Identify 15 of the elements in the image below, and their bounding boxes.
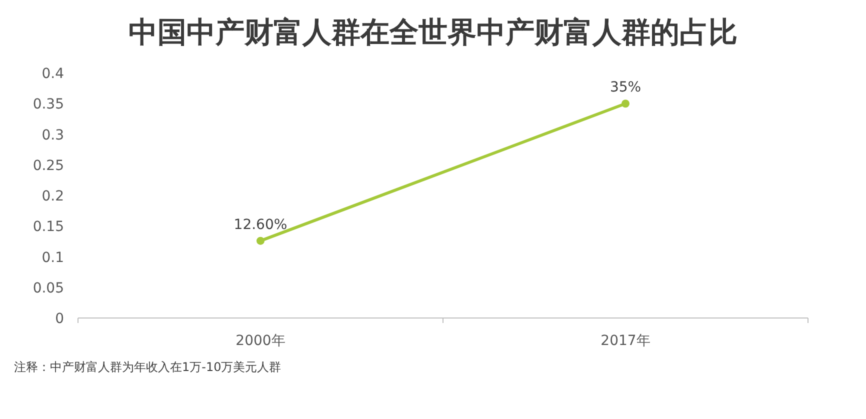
y-tick-label: 0.2 bbox=[42, 188, 64, 204]
text: 注释：中产财富人群为年收入在1万-10万美元人群 bbox=[14, 360, 282, 374]
y-tick-label: 0.15 bbox=[32, 219, 64, 236]
y-tick-label: 0.35 bbox=[32, 96, 64, 113]
x-tick-label: 2000年 bbox=[236, 333, 286, 349]
y-tick-label: 0.3 bbox=[42, 127, 64, 144]
data-label: 12.60% bbox=[234, 216, 288, 233]
y-tick-label: 0.25 bbox=[32, 158, 64, 174]
data-label: 35% bbox=[610, 80, 642, 96]
y-tick-label: 0 bbox=[55, 311, 64, 327]
chart-title: 中国中产财富人群在全世界中产财富人群的占比 bbox=[128, 15, 738, 49]
x-tick-label: 2017年 bbox=[600, 333, 650, 349]
y-tick-label: 0.05 bbox=[32, 280, 64, 296]
y-tick-label: 0.1 bbox=[42, 250, 64, 266]
y-tick-label: 0.4 bbox=[42, 66, 64, 82]
